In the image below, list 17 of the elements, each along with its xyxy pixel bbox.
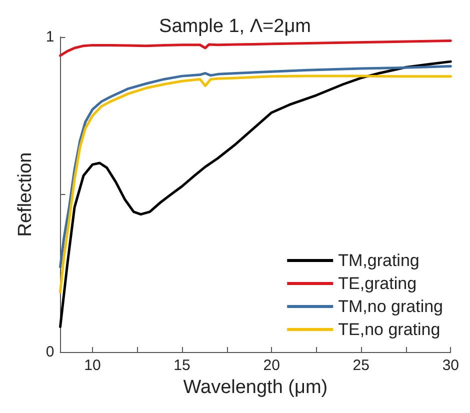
legend-label: TE,no grating [338, 320, 440, 339]
x-tick-label: 15 [174, 357, 190, 374]
x-tick-label: 30 [442, 357, 459, 374]
x-tick-label: 20 [263, 357, 280, 374]
line-series [58, 65, 452, 268]
chart-title: Sample 1, Λ=2μm [159, 16, 311, 37]
y-axis-title: Reflection [15, 152, 36, 237]
legend-label: TE,grating [338, 274, 417, 293]
x-tick-label: 10 [84, 357, 101, 374]
x-axis-title: Wavelength (μm) [183, 377, 328, 398]
line-series [58, 74, 452, 294]
y-tick-label: 0 [46, 344, 54, 360]
x-tick-label: 25 [352, 357, 370, 374]
legend-label: TM,grating [338, 251, 420, 270]
legend-label: TM,no grating [338, 297, 444, 316]
y-tick-label: 1 [46, 28, 54, 46]
line-series [58, 40, 452, 57]
